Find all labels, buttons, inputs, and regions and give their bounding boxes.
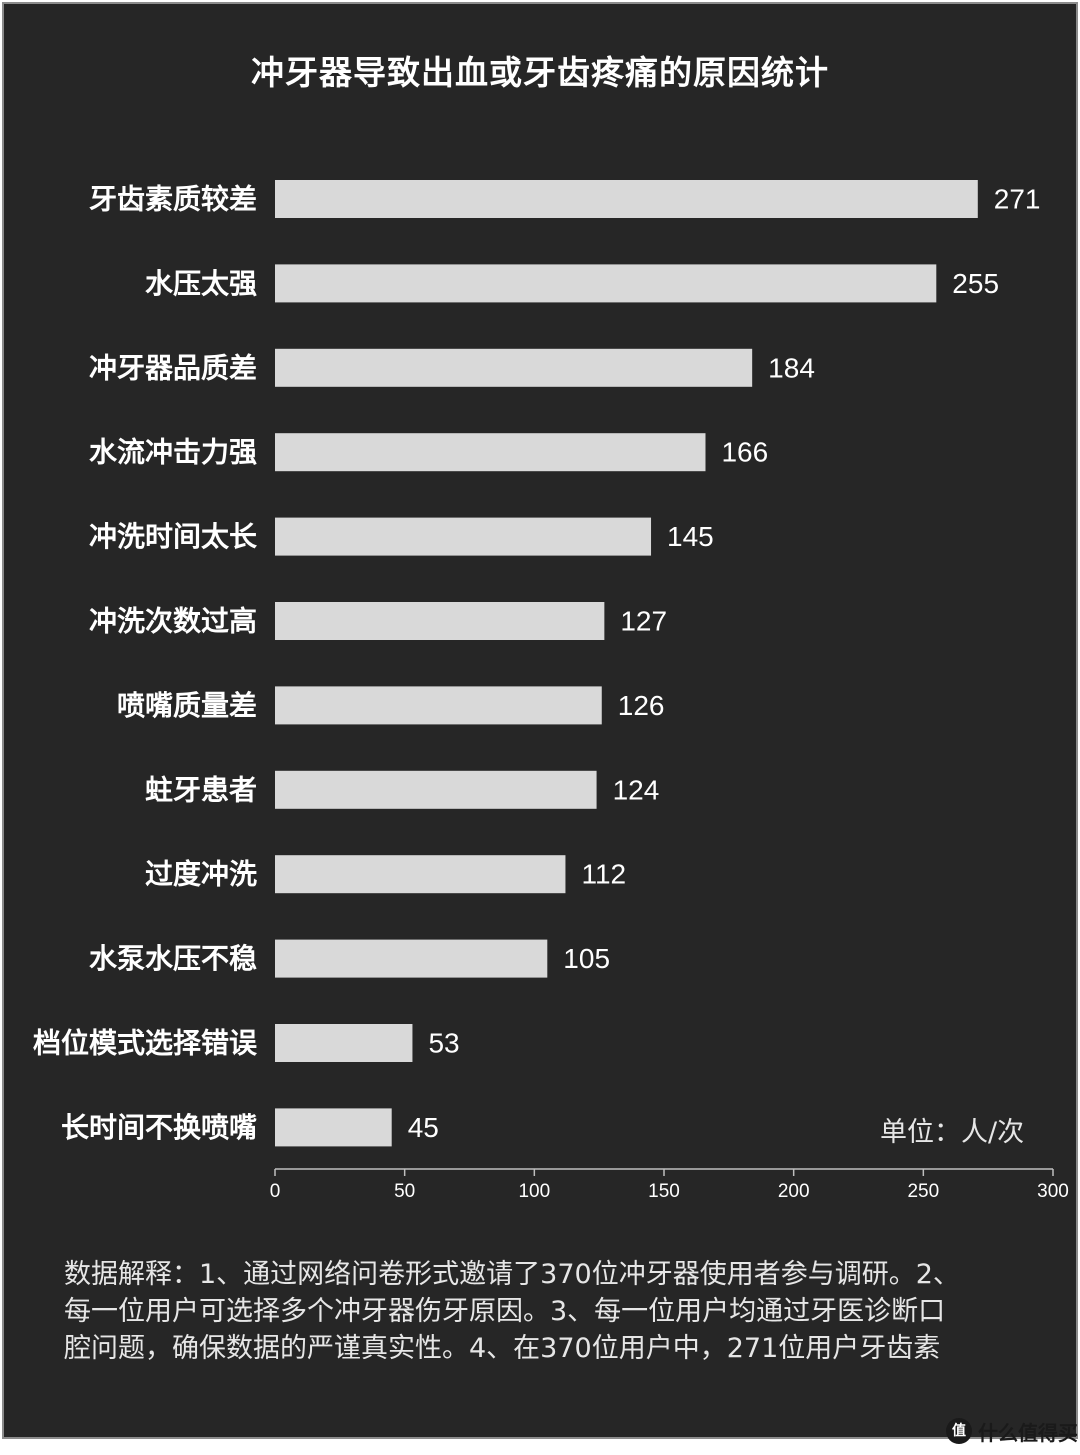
chart-title: 冲牙器导致出血或牙齿疼痛的原因统计 — [251, 53, 829, 92]
bar — [275, 264, 937, 303]
category-label: 长时间不换喷嘴 — [61, 1111, 257, 1144]
bar — [275, 180, 978, 218]
data-label: 145 — [667, 521, 714, 552]
bar — [275, 517, 652, 556]
category-label: 水流冲击力强 — [89, 436, 257, 469]
x-tick-label: 250 — [907, 1181, 939, 1202]
data-label: 124 — [613, 774, 660, 805]
category-label: 牙齿素质较差 — [89, 183, 257, 216]
x-tick-label: 150 — [648, 1181, 680, 1202]
category-label: 档位模式选择错误 — [33, 1027, 258, 1060]
category-label: 冲洗次数过高 — [89, 605, 257, 638]
x-tick-label: 50 — [394, 1181, 415, 1202]
data-label: 53 — [428, 1028, 459, 1059]
data-label: 184 — [768, 352, 815, 383]
watermark-text: 什么值得买 — [978, 1420, 1078, 1445]
bar — [275, 939, 548, 978]
category-label: 蛀牙患者 — [145, 773, 257, 806]
data-label: 45 — [408, 1112, 439, 1143]
data-label: 166 — [721, 437, 768, 468]
bar — [275, 855, 566, 894]
bar — [275, 1024, 413, 1062]
category-label: 喷嘴质量差 — [117, 689, 257, 722]
notes-line: 腔问题，确保数据的严谨真实性。4、在370位用户中，271位用户牙齿素 — [64, 1333, 941, 1364]
watermark-logo-icon: 值 — [946, 1418, 972, 1444]
category-label: 冲牙器品质差 — [89, 351, 257, 384]
x-tick-label: 300 — [1037, 1181, 1069, 1202]
x-tick-label: 0 — [270, 1181, 281, 1202]
data-label: 127 — [620, 606, 667, 637]
bar — [275, 433, 706, 472]
data-notes: 数据解释：1、通过网络问卷形式邀请了370位冲牙器使用者参与调研。2、 每一位用… — [64, 1256, 1024, 1367]
data-label: 126 — [618, 690, 665, 721]
unit-label: 单位：人/次 — [880, 1117, 1025, 1148]
notes-line: 数据解释：1、通过网络问卷形式邀请了370位冲牙器使用者参与调研。2、 — [64, 1259, 960, 1290]
watermark: 值 什么值得买 — [946, 1413, 1078, 1449]
data-label: 105 — [563, 943, 610, 974]
category-label: 过度冲洗 — [145, 858, 257, 891]
category-label: 冲洗时间太长 — [89, 520, 257, 553]
data-label: 112 — [581, 859, 626, 890]
bar — [275, 1108, 392, 1147]
x-tick-label: 200 — [778, 1181, 810, 1202]
bar — [275, 602, 605, 640]
data-label: 255 — [952, 268, 999, 299]
bar — [275, 686, 602, 725]
bar — [275, 348, 753, 387]
bar — [275, 770, 597, 809]
category-label: 水压太强 — [145, 267, 257, 300]
data-label: 271 — [994, 184, 1041, 215]
notes-line: 每一位用户可选择多个冲牙器伤牙原因。3、每一位用户均通过牙医诊断口 — [64, 1296, 946, 1327]
category-label: 水泵水压不稳 — [89, 942, 257, 975]
x-tick-label: 100 — [518, 1181, 550, 1202]
bar-chart: 牙齿素质较差 271 水压太强 255 冲牙器品质差 184 水流冲击力强 166 冲洗时间太长… — [33, 180, 1069, 1202]
